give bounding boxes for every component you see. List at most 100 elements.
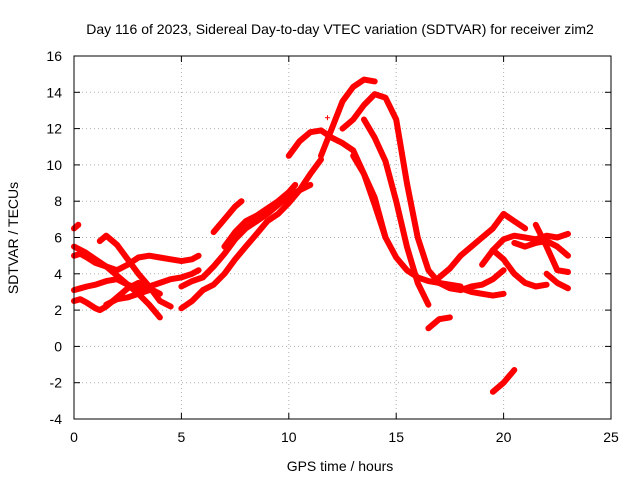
data-point — [556, 281, 559, 285]
data-point — [502, 212, 505, 216]
y-tick-label: 14 — [46, 84, 62, 100]
data-point — [319, 129, 323, 132]
data-point — [190, 279, 194, 283]
data-point — [534, 285, 538, 288]
data-point — [566, 254, 570, 257]
data-point — [362, 78, 366, 81]
data-point — [126, 287, 129, 290]
data-point — [240, 200, 243, 203]
data-point — [244, 227, 248, 230]
data-point — [545, 245, 548, 248]
data-point — [298, 189, 301, 192]
data-point — [373, 196, 376, 199]
data-point — [115, 274, 119, 277]
data-point — [480, 263, 484, 266]
data-point — [169, 278, 172, 281]
y-tick-label: 8 — [54, 193, 62, 209]
data-point — [405, 268, 409, 272]
data-marks — [71, 76, 571, 395]
data-point — [126, 258, 129, 261]
data-point — [545, 234, 548, 237]
data-point — [201, 288, 205, 292]
data-point — [373, 136, 376, 139]
data-point — [513, 241, 516, 245]
data-point — [491, 278, 495, 281]
y-tick-label: 6 — [54, 230, 62, 246]
data-point — [137, 272, 140, 275]
series-track-22 — [489, 247, 550, 290]
data-point — [513, 234, 516, 237]
data-point — [223, 218, 226, 221]
series-isolated — [324, 115, 330, 121]
data-point — [180, 307, 183, 310]
data-point — [427, 327, 430, 330]
data-point — [212, 283, 215, 286]
series-track-6 — [96, 232, 174, 310]
data-point — [556, 245, 559, 248]
data-point — [85, 301, 89, 305]
y-tick-label: 0 — [54, 338, 62, 354]
data-point — [169, 305, 172, 308]
data-point — [147, 288, 151, 292]
data-point — [147, 303, 151, 306]
data-point — [298, 140, 301, 143]
data-point — [416, 281, 419, 285]
series-trace — [532, 221, 571, 275]
data-point — [309, 183, 312, 187]
data-point — [309, 131, 312, 134]
data-point — [158, 256, 162, 259]
data-point — [105, 279, 108, 283]
data-point — [352, 85, 355, 89]
data-point — [287, 190, 290, 194]
data-point — [341, 141, 344, 145]
data-point — [79, 298, 82, 301]
data-point — [276, 212, 280, 216]
series-track-24 — [532, 221, 571, 275]
data-point — [448, 267, 452, 270]
data-point — [395, 118, 398, 121]
data-point — [502, 381, 505, 384]
data-point — [523, 236, 527, 239]
data-point — [491, 390, 495, 393]
data-point — [266, 219, 269, 223]
data-point — [513, 219, 516, 223]
data-point — [197, 268, 200, 272]
series-trace — [210, 198, 245, 236]
series-track-14 — [339, 91, 507, 294]
x-tick-label: 10 — [281, 429, 297, 445]
series-track-11 — [221, 181, 299, 250]
data-point — [405, 245, 409, 248]
data-point — [502, 268, 505, 272]
data-point — [266, 207, 269, 210]
data-point — [362, 118, 366, 121]
data-point — [158, 281, 162, 285]
data-point — [233, 230, 237, 234]
data-point — [427, 268, 430, 272]
data-point — [416, 236, 419, 239]
data-point — [459, 254, 462, 257]
series-track-10 — [210, 198, 245, 236]
series-track-21 — [489, 367, 518, 395]
data-point — [319, 154, 323, 158]
series-track-15 — [361, 116, 432, 308]
data-point — [437, 317, 441, 321]
data-point — [534, 223, 538, 226]
chart-title: Day 116 of 2023, Sidereal Day-to-day VTE… — [86, 21, 594, 37]
data-point — [352, 118, 355, 121]
data-point — [352, 154, 355, 158]
y-tick-label: 16 — [46, 48, 62, 64]
data-point — [384, 96, 387, 99]
data-point — [502, 238, 505, 241]
data-point — [137, 287, 140, 290]
data-point — [384, 160, 387, 163]
series-track-18 — [436, 210, 529, 281]
data-point — [480, 236, 484, 239]
data-point — [212, 230, 215, 234]
data-point — [523, 227, 527, 230]
series-trace — [318, 76, 378, 159]
data-point — [566, 232, 570, 236]
data-point — [545, 272, 548, 275]
data-point — [523, 281, 527, 285]
data-point — [115, 268, 119, 272]
